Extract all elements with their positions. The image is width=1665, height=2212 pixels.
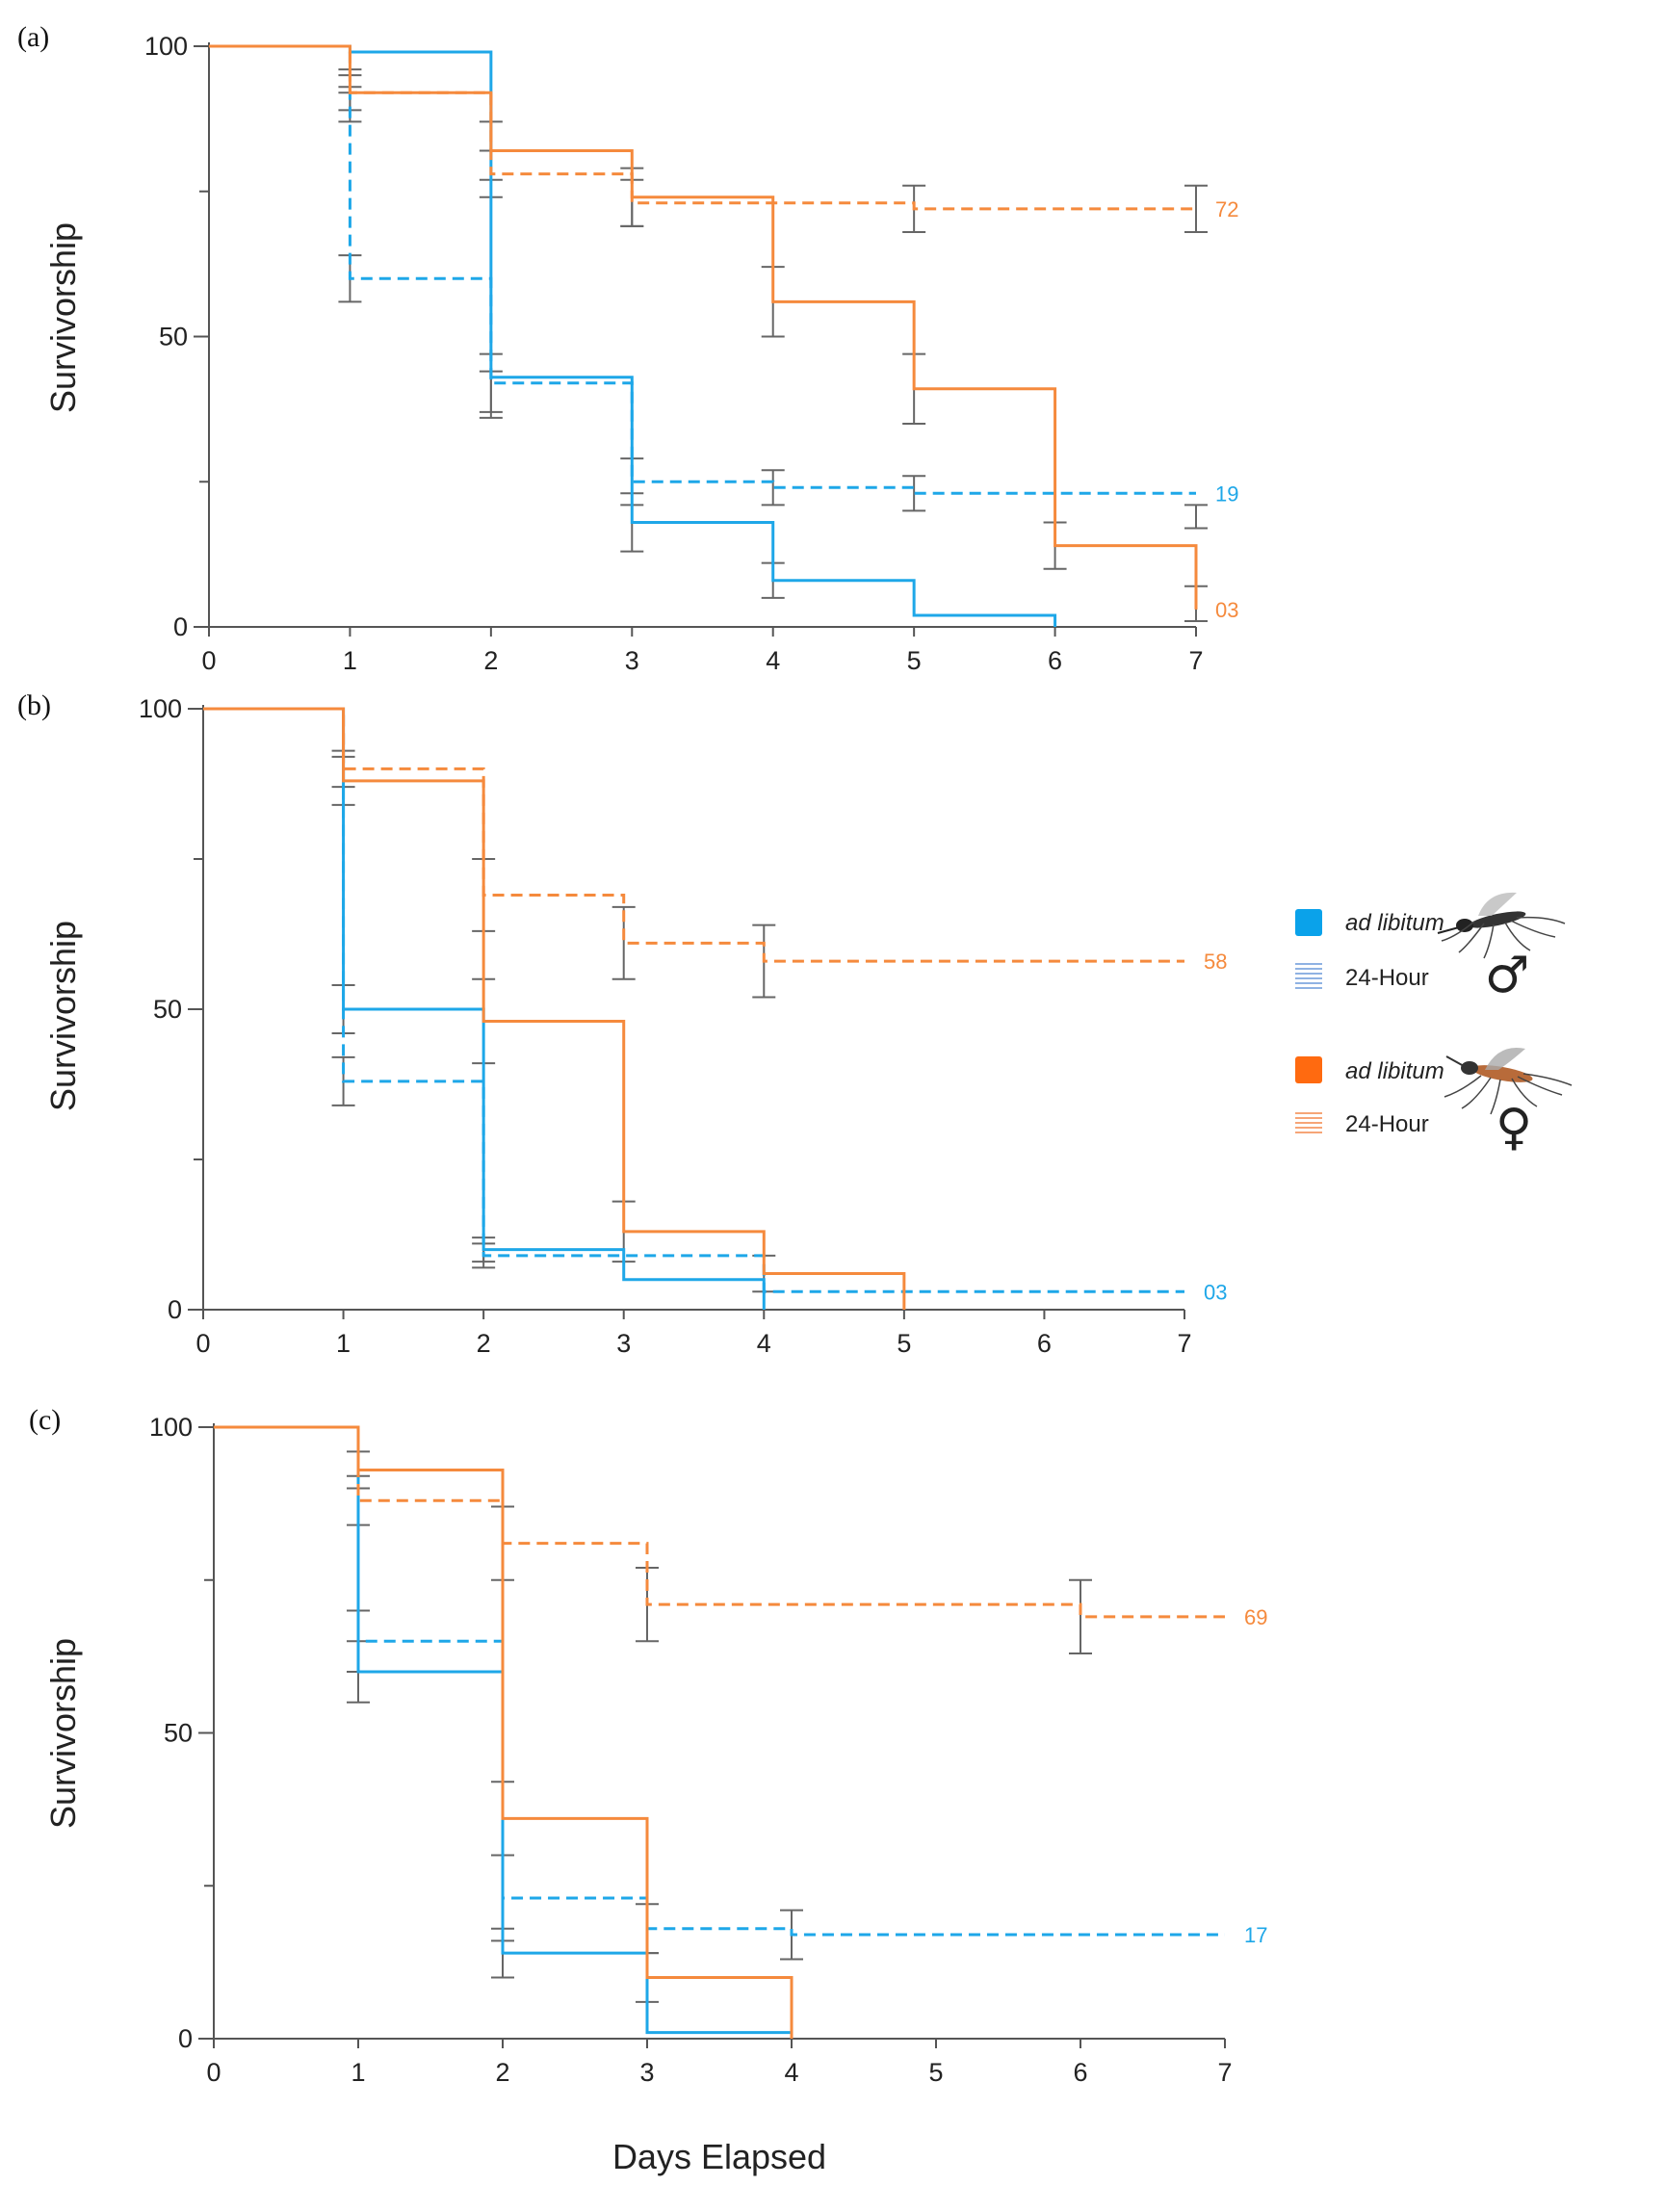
chart-panel-2: (b) 0 50 100 0 1 2 3 4 5 6 7 Survivorship 03 58 <box>17 690 1227 1358</box>
legend-label-male-24-hour: 24-Hour <box>1345 965 1429 991</box>
x-axis-title: Days Elapsed <box>612 2137 826 2176</box>
x-tick-label: 0 <box>195 1329 210 1358</box>
series-line-male_24 <box>203 707 1184 1293</box>
legend-label-female-ad-libitum: ad libitum <box>1345 1058 1444 1084</box>
error-bar <box>1069 1578 1092 1654</box>
series-end-label-female_ad: 03 <box>1215 598 1238 622</box>
legend-label-female-24-hour: 24-Hour <box>1345 1111 1429 1137</box>
x-tick-label: 6 <box>1048 646 1062 675</box>
series-end-label-female_24: 58 <box>1204 950 1227 974</box>
legend-swatch-male-ad-libitum <box>1295 909 1322 936</box>
series-end-label-male_24: 17 <box>1244 1923 1267 1947</box>
y-tick-label: 0 <box>178 2024 193 2053</box>
series-end-label-female_24: 69 <box>1244 1605 1267 1629</box>
legend-swatch-female-ad-libitum <box>1295 1056 1322 1083</box>
y-tick-label: 100 <box>139 694 182 723</box>
error-bar <box>1184 504 1208 530</box>
panel-letter: (b) <box>17 690 51 721</box>
series-line-female_ad <box>209 44 1198 610</box>
series-line-female_24 <box>214 1425 1225 1619</box>
y-tick-label: 50 <box>164 1719 193 1748</box>
x-tick-label: 1 <box>336 1329 351 1358</box>
x-tick-label: 3 <box>616 1329 631 1358</box>
x-tick-label: 4 <box>784 2058 798 2087</box>
x-tick-label: 0 <box>201 646 216 675</box>
y-axis-title: Survivorship <box>43 222 83 413</box>
legend-swatch-female-24-hour <box>1295 1109 1322 1136</box>
x-tick-label: 6 <box>1073 2058 1087 2087</box>
y-tick-label: 100 <box>144 32 188 61</box>
legend: ad libitum 24-Hour ad libitum 24-Hour ♂ … <box>1295 892 1573 1157</box>
male-symbol: ♂ <box>1485 947 1530 1004</box>
x-tick-label: 7 <box>1217 2058 1232 2087</box>
y-tick-label: 0 <box>168 1295 182 1324</box>
mosquito-female-icon <box>1444 1047 1573 1115</box>
x-tick-label: 0 <box>206 2058 221 2087</box>
error-bar <box>761 469 785 507</box>
x-tick-label: 4 <box>757 1329 771 1358</box>
x-tick-label: 5 <box>897 1329 911 1358</box>
legend-swatch-male-24-hour <box>1295 963 1322 990</box>
series-end-label-male_24: 03 <box>1204 1280 1227 1304</box>
x-tick-label: 6 <box>1037 1329 1052 1358</box>
series-end-label-female_24: 72 <box>1215 197 1238 221</box>
x-tick-label: 5 <box>928 2058 943 2087</box>
series-line-female_ad <box>203 707 906 1310</box>
series-end-label-male_24: 19 <box>1215 481 1238 506</box>
x-tick-label: 1 <box>351 2058 365 2087</box>
series-line-female_24 <box>203 707 1184 963</box>
x-tick-label: 3 <box>625 646 639 675</box>
y-axis-title: Survivorship <box>43 1638 83 1829</box>
x-tick-label: 5 <box>907 646 922 675</box>
panel-letter: (a) <box>17 21 49 53</box>
x-tick-label: 2 <box>477 1329 491 1358</box>
error-bar <box>1184 184 1208 233</box>
y-axis-title: Survivorship <box>43 921 83 1111</box>
y-tick-label: 50 <box>159 323 188 351</box>
series-line-female_24 <box>209 44 1196 211</box>
chart-panel-3: (c) 0 50 100 0 1 2 3 4 5 6 7 Survivorship Days Elapse… <box>29 1404 1267 2176</box>
x-tick-label: 2 <box>483 646 498 675</box>
y-tick-label: 100 <box>149 1413 193 1442</box>
y-tick-label: 0 <box>173 612 188 641</box>
error-bar <box>902 475 926 512</box>
x-tick-label: 7 <box>1177 1329 1191 1358</box>
female-symbol: ♀ <box>1496 1099 1532 1157</box>
chart-panel-1: (a) 0 50 100 0 1 2 3 4 5 6 7 Survivorship 19 03 72 <box>17 21 1238 675</box>
series-line-male_24 <box>209 44 1196 495</box>
legend-label-male-ad-libitum: ad libitum <box>1345 910 1444 936</box>
x-tick-label: 7 <box>1188 646 1203 675</box>
x-tick-label: 1 <box>343 646 357 675</box>
mosquito-male-icon <box>1437 892 1566 959</box>
x-tick-label: 3 <box>639 2058 654 2087</box>
series-line-female_ad <box>214 1425 793 2039</box>
x-tick-label: 2 <box>495 2058 509 2087</box>
series-line-male_24 <box>214 1425 1225 1937</box>
x-tick-label: 4 <box>766 646 780 675</box>
panel-letter: (c) <box>29 1404 61 1436</box>
y-tick-label: 50 <box>153 995 182 1024</box>
